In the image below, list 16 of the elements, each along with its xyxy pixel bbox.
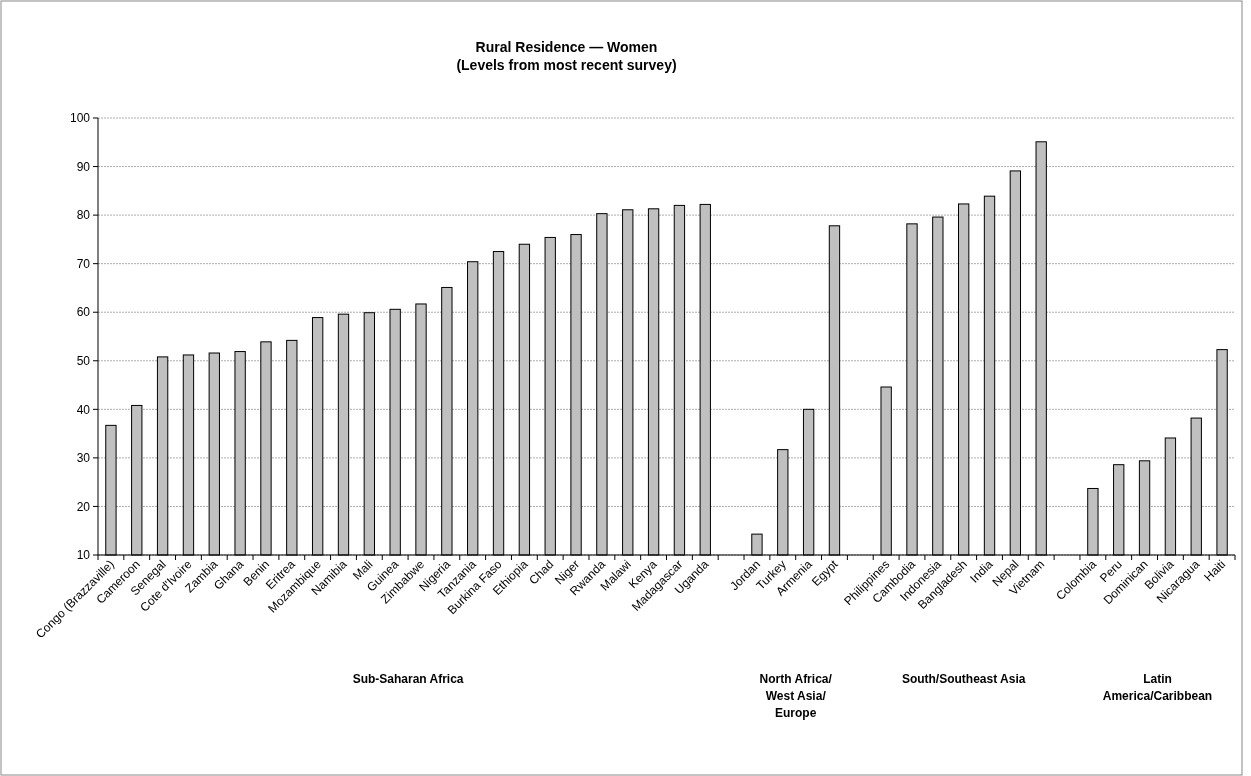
y-tick-label: 60	[76, 305, 91, 320]
text: South/Southeast Asia	[901, 672, 1026, 686]
y-tick-label: 20	[76, 499, 91, 514]
y-tick-label: 30	[76, 451, 91, 466]
text: Latin America/Caribbean	[1102, 672, 1213, 703]
text: North Africa/ West Asia/ Europe	[759, 672, 833, 720]
chart-title: Rural Residence — Women	[475, 39, 658, 55]
y-tick-label: 40	[76, 402, 91, 417]
y-tick-label: 50	[76, 353, 91, 368]
y-tick-label: 10	[76, 548, 91, 563]
y-tick-label: 100	[69, 111, 91, 126]
text: Sub-Saharan Africa	[352, 672, 464, 686]
chart-subtitle: (Levels from most recent survey)	[456, 57, 677, 73]
y-tick-label: 80	[76, 208, 91, 223]
y-tick-label: 90	[76, 159, 91, 174]
y-tick-label: 70	[76, 256, 91, 271]
